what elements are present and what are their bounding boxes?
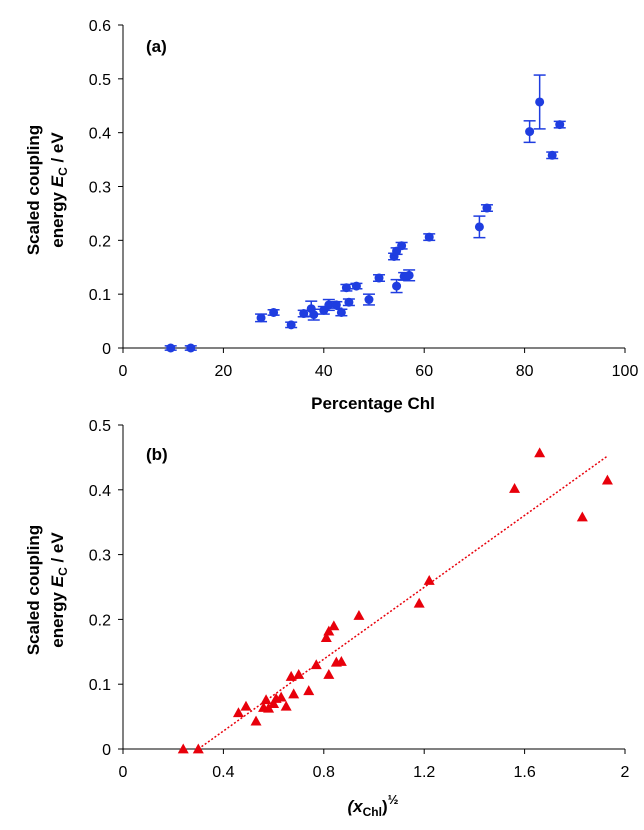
x-tick-label: 1.6 xyxy=(513,764,535,781)
data-point xyxy=(364,295,374,305)
y-axis-title-a: Scaled coupling energy EC / eV xyxy=(24,125,70,255)
data-point xyxy=(423,575,435,585)
data-point xyxy=(177,743,189,754)
data-point xyxy=(535,97,545,107)
x-axis-title-b: (xChl)½ xyxy=(348,792,399,819)
data-point xyxy=(335,656,347,666)
x-tick-label: 2 xyxy=(621,764,630,781)
data-point xyxy=(232,707,244,718)
data-point xyxy=(288,688,300,699)
x-tick-label: 60 xyxy=(415,363,433,380)
data-point xyxy=(576,511,588,522)
panel-a-label: (a) xyxy=(146,37,167,56)
x-tick-label: 0 xyxy=(119,764,128,781)
data-point xyxy=(344,297,354,307)
data-point xyxy=(269,307,279,317)
y-axis-title-a-line1: Scaled coupling xyxy=(24,125,43,255)
trendline xyxy=(197,455,608,750)
data-point xyxy=(336,307,346,317)
y-axis-title-b-line2: energy EC / eV xyxy=(48,532,70,648)
y-tick-label: 0.1 xyxy=(89,287,111,304)
x-axis-title-a: Percentage Chl xyxy=(311,394,435,413)
data-point xyxy=(351,281,361,291)
data-point xyxy=(256,313,266,323)
y-tick-label: 0.5 xyxy=(89,418,111,435)
data-point xyxy=(186,343,196,353)
data-point xyxy=(260,694,272,705)
data-point xyxy=(509,483,521,493)
data-point xyxy=(310,659,322,670)
data-point xyxy=(474,222,484,232)
data-point xyxy=(397,241,407,251)
x-tick-label: 0.4 xyxy=(212,764,234,781)
data-point xyxy=(404,270,414,280)
data-point xyxy=(413,597,425,608)
data-point xyxy=(601,474,613,485)
x-tick-label: 80 xyxy=(516,363,534,380)
data-point xyxy=(303,685,315,696)
data-point xyxy=(374,273,384,283)
x-tick-label: 40 xyxy=(315,363,333,380)
data-point xyxy=(353,610,365,620)
data-point xyxy=(341,283,351,293)
data-point xyxy=(482,203,492,213)
data-point xyxy=(192,743,204,754)
data-point xyxy=(275,691,287,702)
y-tick-label: 0.1 xyxy=(89,677,111,694)
x-tick-label: 20 xyxy=(215,363,233,380)
data-point xyxy=(324,300,334,310)
data-point xyxy=(240,700,252,711)
data-point xyxy=(547,150,557,160)
data-point xyxy=(525,127,535,137)
panel-b-label: (b) xyxy=(146,445,168,464)
y-tick-label: 0.5 xyxy=(89,72,111,89)
y-axis-title-b: Scaled coupling energy EC / eV xyxy=(24,525,70,655)
x-tick-label: 1.2 xyxy=(413,764,435,781)
data-point xyxy=(309,310,319,320)
data-point xyxy=(286,320,296,330)
data-point xyxy=(534,447,546,458)
chart-panel-b: (b) Scaled coupling energy EC / eV (xChl… xyxy=(24,418,630,819)
y-tick-label: 0.2 xyxy=(89,612,111,629)
data-point xyxy=(331,300,341,310)
data-point xyxy=(320,632,332,642)
data-point xyxy=(323,668,335,679)
y-tick-label: 0.6 xyxy=(89,18,111,35)
data-point xyxy=(268,698,280,709)
y-tick-label: 0.3 xyxy=(89,548,111,565)
data-point xyxy=(250,715,262,726)
y-axis-title-b-line1: Scaled coupling xyxy=(24,525,43,655)
chart-panel-a: (a) Scaled coupling energy EC / eV Perce… xyxy=(24,18,638,413)
y-tick-label: 0.3 xyxy=(89,180,111,197)
y-axis-title-a-line2: energy EC / eV xyxy=(48,132,70,248)
data-point xyxy=(166,343,176,353)
data-point xyxy=(323,625,335,636)
y-tick-label: 0 xyxy=(102,341,111,358)
x-tick-label: 100 xyxy=(612,363,639,380)
x-tick-label: 0 xyxy=(119,363,128,380)
data-point xyxy=(424,232,434,242)
x-tick-label: 0.8 xyxy=(313,764,335,781)
data-point xyxy=(293,668,305,679)
data-point xyxy=(328,620,340,631)
data-point xyxy=(392,281,402,291)
y-tick-label: 0.2 xyxy=(89,233,111,250)
y-tick-label: 0.4 xyxy=(89,483,111,500)
y-tick-label: 0 xyxy=(102,742,111,759)
data-point xyxy=(555,120,565,130)
data-point xyxy=(280,700,292,711)
y-tick-label: 0.4 xyxy=(89,126,111,143)
